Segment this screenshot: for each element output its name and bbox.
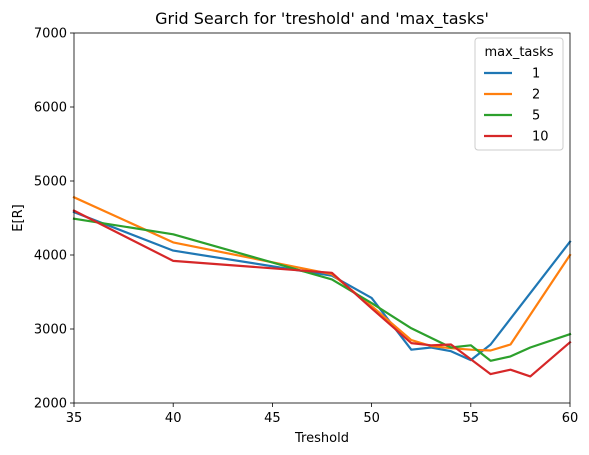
legend: max_tasks 1 2 5 10 bbox=[474, 37, 564, 151]
series-line-10 bbox=[72, 209, 572, 378]
legend-items: 1 2 5 10 bbox=[484, 67, 549, 145]
legend-label-2: 2 bbox=[532, 88, 540, 103]
legend-box bbox=[474, 37, 564, 151]
x-tick-label: 45 bbox=[264, 411, 281, 426]
y-tick-label: 2000 bbox=[34, 397, 67, 412]
x-axis-label: Treshold bbox=[294, 431, 349, 446]
y-axis-label: E[R] bbox=[11, 204, 26, 231]
y-tick-label: 4000 bbox=[34, 249, 67, 264]
series-layer bbox=[72, 195, 572, 378]
y-axis: 2000 3000 4000 5000 6000 7000 bbox=[34, 27, 74, 412]
x-tick-label: 50 bbox=[363, 411, 380, 426]
chart-title: Grid Search for 'treshold' and 'max_task… bbox=[155, 9, 489, 29]
x-axis: 35 40 45 50 55 60 bbox=[66, 403, 579, 426]
legend-title: max_tasks bbox=[485, 45, 554, 60]
x-tick-label: 55 bbox=[463, 411, 480, 426]
legend-label-5: 5 bbox=[532, 109, 540, 124]
y-tick-label: 5000 bbox=[34, 175, 67, 190]
x-tick-label: 60 bbox=[562, 411, 579, 426]
y-tick-label: 3000 bbox=[34, 323, 67, 338]
legend-label-1: 1 bbox=[532, 67, 540, 82]
x-tick-label: 35 bbox=[66, 411, 83, 426]
y-tick-label: 6000 bbox=[34, 101, 67, 116]
plot-frame bbox=[73, 32, 571, 404]
y-tick-label: 7000 bbox=[34, 27, 67, 42]
legend-label-10: 10 bbox=[532, 130, 549, 145]
x-tick-label: 40 bbox=[165, 411, 182, 426]
